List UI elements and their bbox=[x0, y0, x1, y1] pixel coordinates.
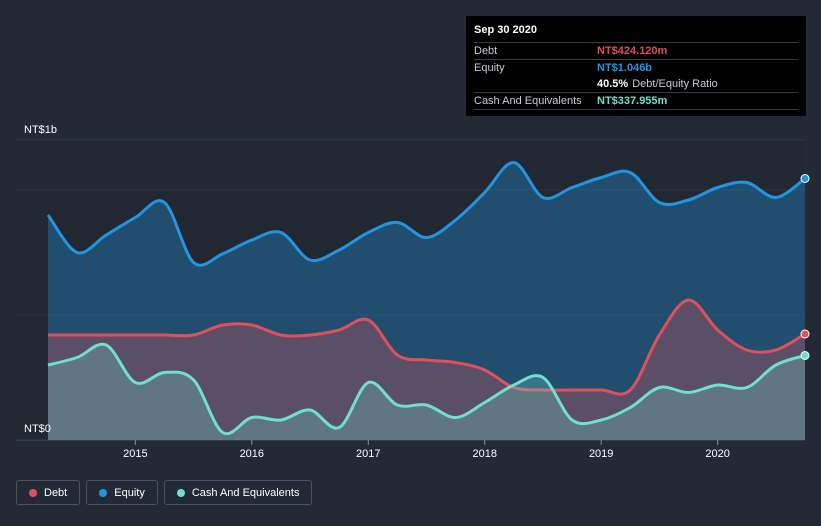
y-axis-bottom-label: NT$0 bbox=[24, 423, 51, 435]
series-layer bbox=[46, 161, 810, 440]
cash-endpoint-marker[interactable] bbox=[800, 351, 810, 360]
equity-endpoint-marker[interactable] bbox=[800, 174, 810, 183]
equity-area bbox=[48, 162, 805, 440]
x-axis-ticks: 2015 2016 2017 2018 2019 2020 bbox=[123, 440, 730, 460]
tooltip-row-debt: Debt NT$424.120m bbox=[474, 42, 798, 59]
legend-item-debt[interactable]: Debt bbox=[16, 480, 81, 505]
equity-line bbox=[46, 161, 806, 267]
tooltip-cash-value: NT$337.955m bbox=[597, 95, 668, 107]
debt-endpoint-marker[interactable] bbox=[800, 329, 810, 339]
legend-equity-label: Equity bbox=[114, 486, 145, 499]
tooltip-cash-label: Cash And Equivalents bbox=[474, 95, 582, 107]
legend-item-equity[interactable]: Equity bbox=[86, 480, 158, 505]
legend-cash-label: Cash And Equivalents bbox=[191, 486, 300, 499]
x-tick-label: 2020 bbox=[705, 448, 729, 460]
debt-line bbox=[48, 298, 806, 396]
cash-line bbox=[47, 342, 806, 436]
x-tick-label: 2018 bbox=[472, 448, 496, 460]
tooltip-row-ratio: 40.5% Debt/Equity Ratio bbox=[474, 76, 798, 92]
debt-dot-icon bbox=[29, 488, 37, 497]
x-tick-label: 2016 bbox=[240, 448, 264, 460]
y-axis-top-label: NT$1b bbox=[24, 124, 58, 136]
x-tick-label: 2019 bbox=[589, 448, 613, 460]
tooltip-date: Sep 30 2020 bbox=[474, 24, 537, 36]
debt-area bbox=[48, 299, 805, 440]
x-tick-label: 2017 bbox=[356, 448, 380, 460]
data-tooltip: Sep 30 2020 Debt NT$424.120m Equity NT$1… bbox=[466, 16, 806, 116]
tooltip-ratio-label: Debt/Equity Ratio bbox=[632, 78, 718, 90]
equity-dot-icon bbox=[99, 488, 108, 497]
tooltip-row-equity: Equity NT$1.046b bbox=[474, 59, 798, 76]
tooltip-equity-label: Equity bbox=[474, 62, 505, 74]
tooltip-debt-value: NT$424.120m bbox=[597, 45, 668, 57]
tooltip-debt-label: Debt bbox=[474, 45, 498, 57]
tooltip-row-cash: Cash And Equivalents NT$337.955m bbox=[474, 92, 798, 110]
cash-dot-icon bbox=[176, 488, 185, 497]
tooltip-equity-value: NT$1.046b bbox=[597, 62, 653, 74]
chart-legend: Debt Equity Cash And Equivalents bbox=[16, 480, 313, 507]
x-tick-label: 2015 bbox=[123, 448, 147, 460]
legend-debt-label: Debt bbox=[44, 486, 68, 499]
tooltip-ratio-value: 40.5% bbox=[597, 78, 629, 90]
legend-item-cash[interactable]: Cash And Equivalents bbox=[163, 480, 313, 505]
